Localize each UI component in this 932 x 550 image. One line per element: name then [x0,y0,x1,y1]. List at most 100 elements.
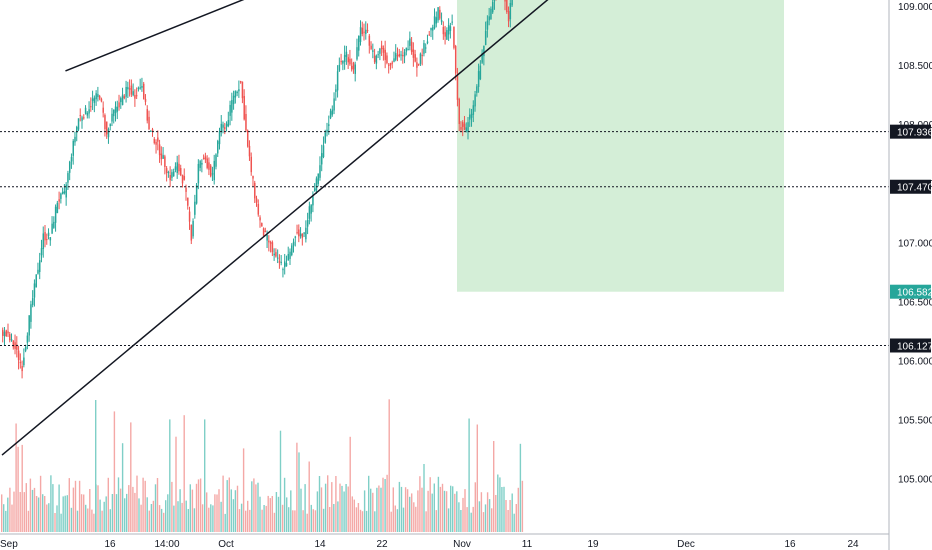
candle-body [187,197,189,206]
volume-bar [441,483,444,532]
candle-body [439,9,441,19]
candle-body [259,217,261,221]
volume-bar [163,512,165,532]
candle-body [372,50,374,52]
level-price-tag-bg [890,179,931,194]
volume-bar [384,479,386,532]
candle-body [120,98,122,103]
volume-bar [80,494,83,532]
volume-bar [335,476,337,532]
candle-body [97,94,99,97]
volume-bar [470,512,472,532]
time-axis[interactable]: Sep 16 14:00 Oct 14 22 Nov 11 19 Dec 16 24 [0,533,889,550]
candle-body [5,330,8,337]
candle-body [257,203,260,215]
candle-body [3,331,6,337]
volume-bar [5,510,7,532]
volume-bar [54,513,56,532]
candle-body [412,49,415,58]
candle-body [428,34,431,36]
candle-body [400,54,402,56]
volume-bar [31,489,34,532]
candle-body [417,63,420,65]
x-tick-label: Nov [453,539,471,550]
volume-bar [238,509,241,532]
candle-body [144,98,147,102]
candle-body [132,91,134,96]
candle-body [121,94,124,106]
candle-body [326,129,328,133]
volume-bar [419,476,421,532]
volume-bar [25,483,27,532]
volume-bar [327,475,329,532]
candle-body [47,232,50,236]
volume-bar [478,501,481,532]
volume-bar [111,494,114,532]
volume-bar [214,494,216,532]
volume-bar [97,485,99,532]
candle-body [419,53,422,64]
candle-body [7,331,9,334]
candle-body [458,99,460,125]
candle-body [511,0,513,6]
level-price-tag: 106.127 [897,341,932,352]
candle-body [102,107,104,113]
volume-bar [130,422,132,532]
volume-bar [232,499,235,532]
candle-body [40,248,43,256]
candle-body [340,61,342,63]
volume-bar [201,504,204,532]
volume-bar [452,486,454,532]
candle-body [107,129,110,138]
volume-bar [257,482,259,532]
volume-bar [142,477,144,532]
candle-body [491,2,494,13]
candle-body [123,96,126,99]
candle-body [284,261,286,268]
candle-body [12,340,15,348]
volume-bar [193,508,196,532]
volume-bar [136,475,138,532]
candle-body [425,47,427,49]
candle-body [213,160,215,181]
candle-body [181,174,184,184]
candle-body [178,163,180,172]
x-tick-label: 16 [784,539,796,550]
candle-body [61,191,64,195]
y-tick-label: 106.500 [898,297,932,308]
volume-bar [392,487,394,532]
target-price-tag: 106.582 [897,288,932,299]
y-tick-label: 107.000 [898,238,932,249]
candle-body [143,83,145,100]
candle-body [44,232,46,241]
volume-bar [107,477,109,532]
candle-body [264,230,267,232]
candle-body [158,144,161,156]
volume-bar [349,436,351,532]
candle-body [39,260,41,272]
candle-body [432,27,434,31]
candle-body [56,202,59,214]
candle-body [322,145,325,158]
candle-body [324,132,327,143]
volume-bar [415,506,417,532]
position-zones [457,0,784,292]
volume-bar [19,492,21,532]
volume-bar [181,502,183,532]
candle-body [49,237,52,241]
candle-body [209,165,212,177]
candle-body [345,51,348,57]
volume-bar [423,464,425,532]
candle-body [493,0,496,2]
volume-bar [265,505,267,532]
volume-bar [91,509,93,532]
x-tick-label: 14 [314,539,326,550]
price-axis[interactable]: 105.000105.500106.000106.500107.000107.5… [888,0,932,550]
candle-body [239,81,242,83]
candle-body [162,155,164,159]
candle-body [365,29,367,34]
volume-bar [269,498,271,532]
volume-bar [242,448,245,532]
volume-bar [394,505,396,532]
